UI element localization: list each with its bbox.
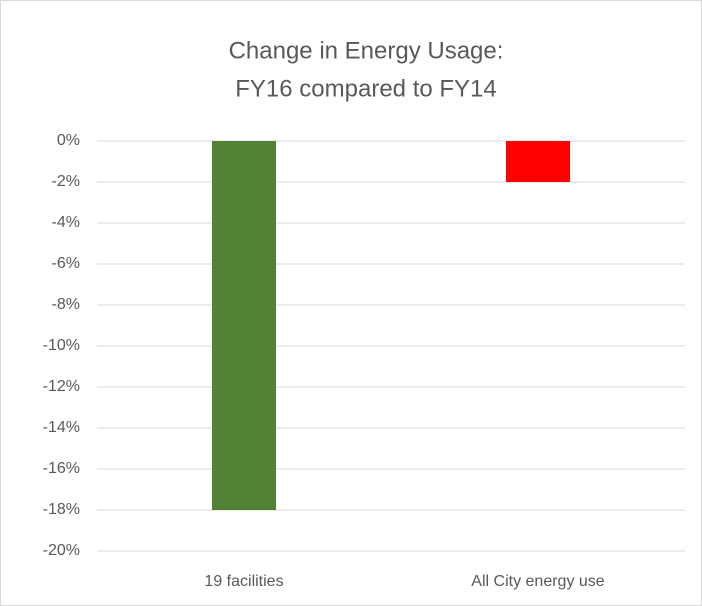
y-tick-label: -16% (43, 460, 80, 477)
x-tick-label: All City energy use (471, 573, 604, 590)
y-tick-label: -6% (52, 255, 80, 272)
y-tick-label: 0% (57, 132, 80, 149)
x-tick-label: 19 facilities (204, 573, 283, 590)
y-tick-label: -12% (43, 378, 80, 395)
y-tick-label: -2% (52, 173, 80, 190)
chart-title: FY16 compared to FY14 (235, 75, 496, 102)
y-tick-label: -4% (52, 214, 80, 231)
bar (506, 141, 570, 182)
y-tick-label: -10% (43, 337, 80, 354)
y-tick-label: -14% (43, 419, 80, 436)
y-tick-label: -8% (52, 296, 80, 313)
y-tick-label: -18% (43, 501, 80, 518)
bar (212, 141, 276, 510)
y-tick-label: -20% (43, 542, 80, 559)
chart-title: Change in Energy Usage: (229, 37, 504, 64)
